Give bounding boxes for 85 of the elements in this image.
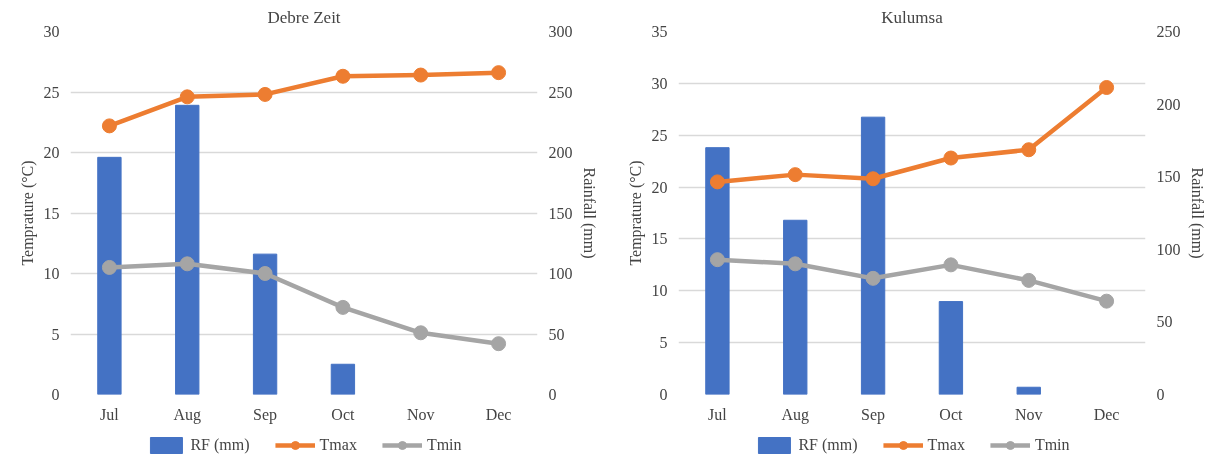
- point: [101, 259, 117, 275]
- point: [179, 256, 195, 272]
- y-tick-label: 35: [651, 23, 668, 40]
- y2-tick-label: 0: [1156, 386, 1165, 403]
- y-tick-label: 0: [51, 386, 60, 403]
- y-tick-label: 25: [651, 126, 668, 144]
- y2-axis-title: Rainfall (mm): [579, 167, 598, 259]
- chart-title: Kulumsa: [881, 7, 944, 27]
- point: [335, 68, 351, 84]
- legend-label: Tmin: [426, 436, 462, 454]
- point: [943, 257, 959, 273]
- x-tick-label: Oct: [939, 405, 964, 423]
- x-tick-label: Sep: [861, 405, 886, 424]
- x-tick-label: Nov: [406, 405, 435, 423]
- y2-tick-label: 0: [548, 386, 557, 403]
- x-tick-label: Aug: [173, 405, 202, 424]
- y2-tick-label: 100: [1156, 240, 1181, 258]
- point: [709, 252, 725, 268]
- point: [709, 174, 725, 190]
- y-tick-label: 30: [651, 74, 668, 92]
- y2-tick-label: 200: [1156, 95, 1181, 113]
- point: [1021, 142, 1037, 158]
- y2-tick-label: 250: [1156, 23, 1181, 40]
- y-tick-label: 15: [651, 230, 668, 248]
- legend-label: Tmax: [927, 436, 965, 454]
- y-tick-label: 25: [43, 83, 60, 101]
- point: [787, 256, 803, 272]
- bar: [330, 363, 356, 395]
- point: [257, 86, 273, 102]
- point: [1099, 293, 1115, 309]
- x-tick-label: Dec: [1093, 405, 1120, 423]
- y-tick-label: 15: [43, 204, 60, 222]
- point: [179, 89, 195, 105]
- point: [257, 266, 273, 281]
- point: [491, 65, 507, 81]
- y-tick-label: 5: [659, 334, 668, 352]
- point: [413, 325, 429, 341]
- bar: [1016, 386, 1041, 395]
- y2-tick-label: 50: [1156, 313, 1173, 331]
- y2-tick-label: 150: [1156, 168, 1181, 186]
- bar: [97, 156, 122, 395]
- y2-tick-label: 300: [548, 23, 573, 40]
- y2-tick-label: 200: [548, 144, 573, 161]
- point: [413, 67, 429, 83]
- legend-label: Tmin: [1034, 436, 1070, 454]
- y2-axis-title: Rainfall (mm): [1187, 167, 1206, 259]
- x-tick-label: Sep: [253, 405, 278, 424]
- y2-tick-label: 250: [548, 83, 573, 101]
- y-tick-label: 20: [43, 144, 60, 161]
- point: [787, 167, 803, 183]
- point: [943, 150, 959, 166]
- bar: [860, 116, 886, 395]
- bar: [252, 253, 278, 395]
- legend-label: Tmax: [319, 436, 357, 454]
- point: [491, 336, 507, 352]
- y-tick-label: 10: [651, 282, 668, 300]
- point: [865, 270, 881, 286]
- y2-tick-label: 100: [548, 265, 573, 282]
- y2-tick-label: 50: [548, 325, 565, 343]
- y-tick-label: 0: [659, 386, 668, 403]
- x-tick-label: Jul: [100, 405, 120, 423]
- bar: [783, 219, 808, 395]
- y-tick-label: 30: [43, 23, 60, 40]
- y-tick-label: 20: [651, 178, 668, 196]
- y2-tick-label: 150: [548, 204, 573, 222]
- x-tick-label: Oct: [331, 405, 356, 423]
- x-tick-label: Dec: [485, 405, 512, 423]
- x-tick-label: Nov: [1014, 405, 1043, 423]
- y-tick-label: 10: [43, 265, 60, 282]
- point: [1099, 80, 1115, 95]
- bar: [705, 147, 730, 395]
- bar: [938, 301, 964, 395]
- x-tick-label: Jul: [708, 405, 728, 423]
- point: [335, 299, 351, 315]
- y-axis-title: Temprature (°C): [18, 160, 37, 266]
- y-axis-title: Temprature (°C): [626, 160, 645, 266]
- x-tick-label: Aug: [781, 405, 810, 424]
- legend-label: RF (mm): [190, 436, 250, 454]
- point: [101, 118, 117, 134]
- y-tick-label: 5: [51, 325, 60, 343]
- point: [865, 171, 881, 187]
- point: [1021, 272, 1037, 288]
- bar: [175, 104, 200, 395]
- chart-title: Debre Zeit: [267, 7, 341, 27]
- legend-label: RF (mm): [798, 436, 858, 454]
